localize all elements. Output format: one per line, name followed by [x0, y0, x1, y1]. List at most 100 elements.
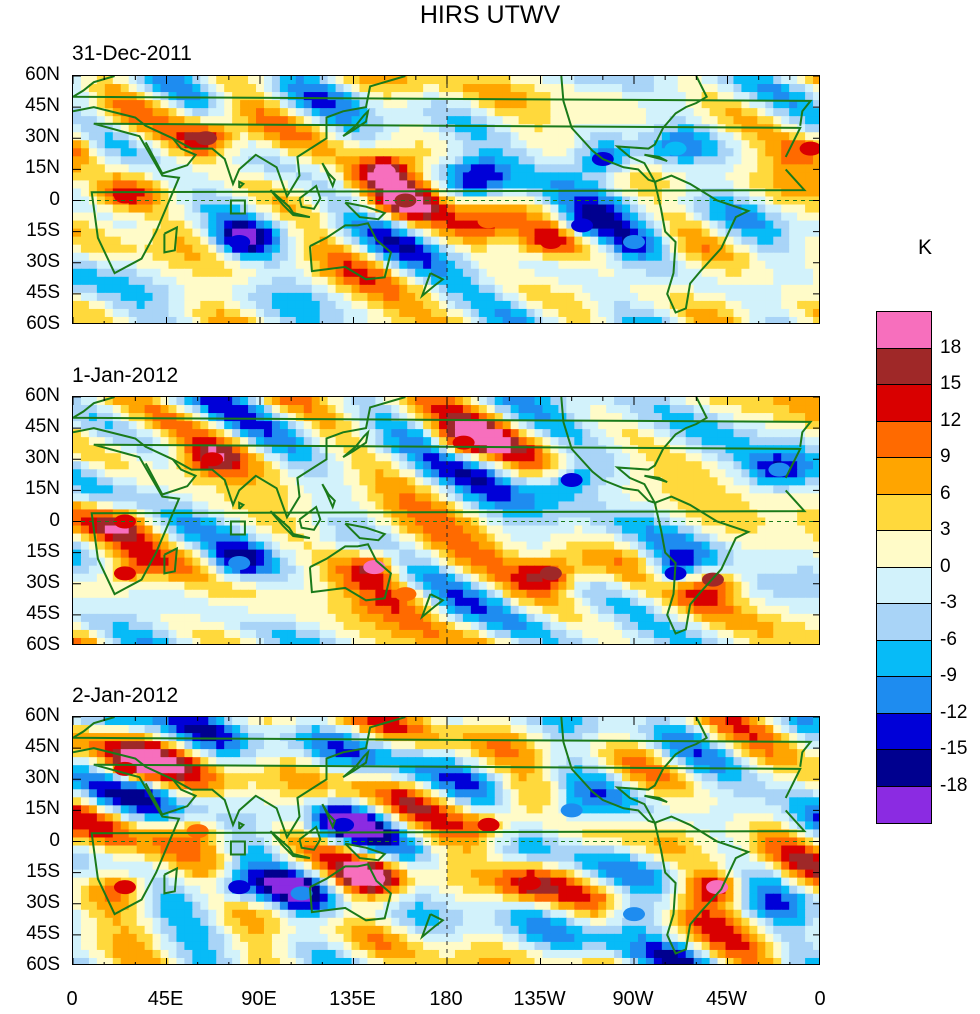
field-cell	[622, 413, 631, 422]
field-cell	[781, 405, 790, 414]
field-cell	[757, 268, 766, 278]
field-cell	[582, 429, 591, 438]
field-cell	[303, 236, 313, 246]
field-cell	[216, 541, 225, 551]
field-cell	[88, 429, 98, 438]
field-cell	[152, 501, 162, 511]
field-cell	[319, 220, 329, 230]
field-cell	[423, 509, 432, 519]
field-cell	[232, 220, 241, 230]
field-cell	[454, 76, 464, 85]
field-cell	[248, 300, 257, 310]
field-cell	[287, 477, 297, 486]
field-cell	[407, 100, 416, 109]
field-cell	[200, 429, 209, 438]
field-cell	[757, 76, 766, 85]
field-cell	[200, 228, 209, 238]
field-cell	[773, 533, 782, 543]
field-cell	[311, 316, 321, 323]
field-cell	[510, 429, 520, 438]
field-cell	[805, 172, 814, 182]
field-cell	[240, 252, 249, 262]
field-cell	[415, 260, 424, 270]
field-cell	[797, 493, 806, 503]
field-cell	[789, 116, 798, 125]
field-cell	[661, 124, 671, 133]
field-cell	[630, 156, 639, 165]
field-cell	[637, 116, 647, 125]
field-cell	[351, 84, 361, 93]
field-cell	[630, 284, 639, 294]
field-cell	[192, 501, 201, 511]
field-cell	[279, 509, 289, 519]
field-cell	[789, 557, 798, 567]
field-cell	[598, 204, 607, 214]
field-cell	[160, 84, 170, 93]
field-cell	[494, 485, 504, 494]
field-cell	[96, 469, 106, 478]
field-cell	[661, 300, 671, 310]
field-cell	[160, 445, 170, 454]
field-cell	[765, 212, 774, 222]
field-cell	[749, 188, 758, 198]
field-cell	[351, 557, 361, 567]
field-cell	[359, 116, 369, 125]
field-cell	[462, 180, 472, 190]
field-cell	[606, 437, 615, 446]
field-cell	[367, 108, 376, 117]
field-cell	[263, 212, 273, 222]
field-cell	[399, 485, 408, 494]
field-cell	[749, 92, 758, 101]
field-cell	[224, 413, 233, 422]
field-cell	[319, 76, 329, 85]
field-cell	[574, 541, 583, 551]
field-cell	[359, 164, 369, 173]
field-cell	[542, 437, 552, 446]
field-cell	[439, 116, 448, 125]
field-cell	[606, 132, 615, 141]
field-cell	[622, 525, 631, 535]
field-cell	[128, 204, 138, 214]
field-cell	[407, 284, 416, 294]
field-cell	[256, 172, 265, 182]
field-cell	[216, 164, 225, 173]
field-cell	[813, 300, 819, 310]
field-cell	[709, 164, 719, 173]
field-cell	[168, 140, 178, 149]
field-cell	[303, 445, 313, 454]
field-cell	[749, 148, 758, 157]
field-cell	[279, 469, 289, 478]
field-cell	[518, 252, 528, 262]
field-cell	[415, 397, 424, 406]
field-cell	[423, 549, 432, 559]
field-cell	[399, 557, 408, 567]
field-cell	[622, 76, 631, 85]
field-cell	[136, 405, 146, 414]
field-cell	[208, 316, 217, 323]
field-cell	[813, 557, 819, 567]
field-cell	[112, 132, 122, 141]
field-cell	[88, 405, 98, 414]
field-cell	[271, 437, 281, 446]
field-cell	[454, 533, 464, 543]
field-cell	[176, 557, 186, 567]
field-cell	[271, 244, 281, 254]
field-cell	[494, 413, 504, 422]
field-cell	[279, 477, 289, 486]
field-cell	[494, 533, 504, 543]
field-cell	[263, 437, 273, 446]
field-cell	[454, 252, 464, 262]
field-cell	[789, 276, 798, 286]
field-cell	[80, 316, 90, 323]
field-cell	[423, 469, 432, 478]
field-cell	[200, 236, 209, 246]
field-cell	[558, 252, 567, 262]
field-cell	[391, 437, 400, 446]
field-cell	[80, 284, 90, 294]
field-cell	[757, 493, 766, 503]
field-cell	[805, 276, 814, 286]
field-cell	[335, 84, 345, 93]
field-cell	[160, 300, 170, 310]
field-cell	[645, 212, 655, 222]
field-cell	[128, 228, 138, 238]
